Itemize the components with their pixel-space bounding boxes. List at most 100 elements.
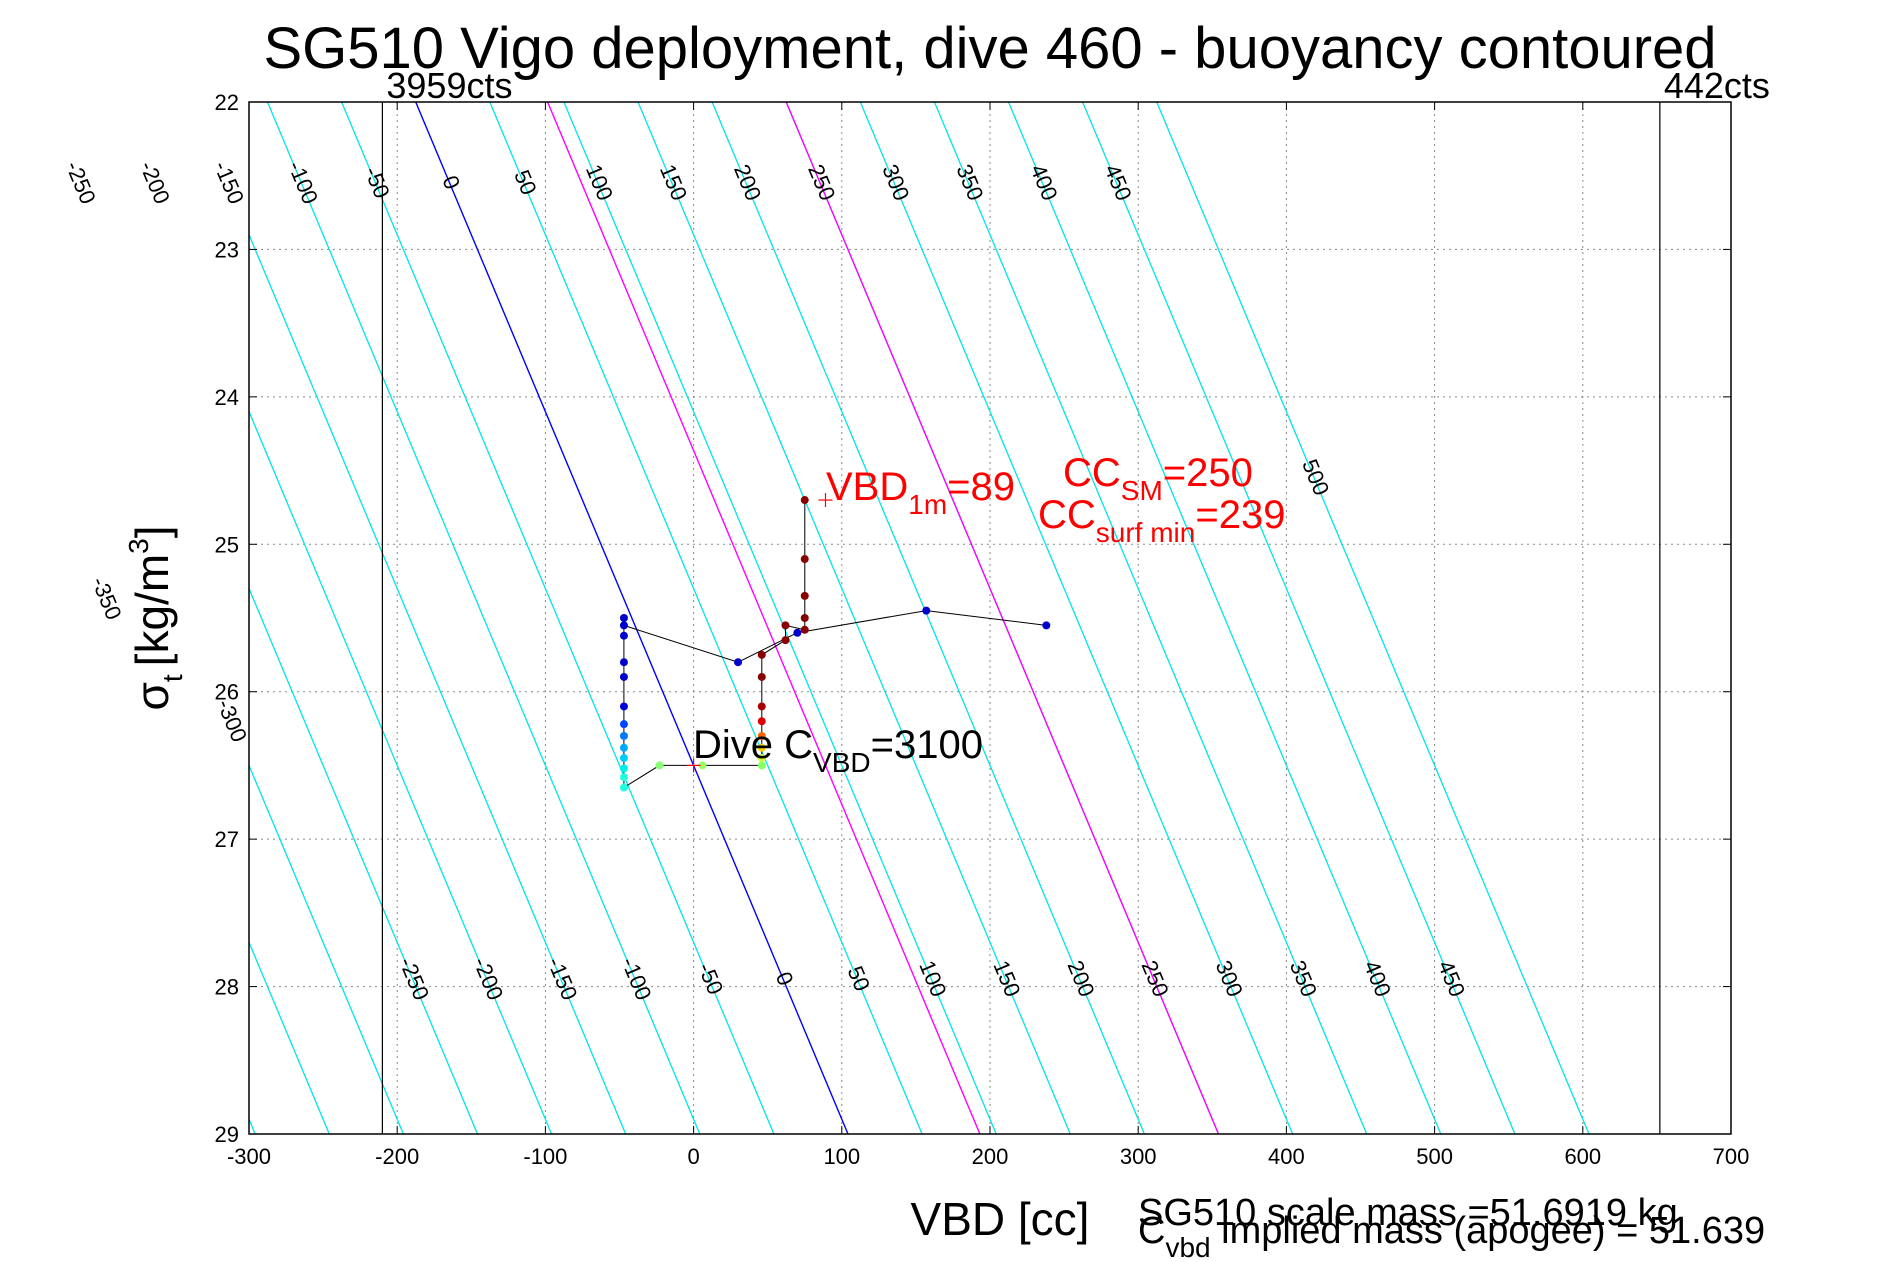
contour-line <box>249 763 404 1134</box>
x-tick-label: -200 <box>375 1144 419 1169</box>
axis-ticks: -300 -200 -100 0 100 200 300 400 500 600 700 22 23 24… <box>215 90 1750 1169</box>
trajectory-point <box>800 591 809 600</box>
x-tick-label: -100 <box>523 1144 567 1169</box>
trajectory-point <box>619 631 628 640</box>
vbd-1m-rest: =89 <box>947 465 1015 509</box>
y-tick-label: 23 <box>215 237 239 262</box>
contour-line <box>563 102 997 1134</box>
contour-line <box>341 102 775 1134</box>
y-tick-label: 25 <box>215 532 239 557</box>
y-label-symbol: σ <box>126 682 178 710</box>
trajectory-point <box>781 636 790 645</box>
cc-sm-annotation: CCSM=250 <box>1063 451 1253 506</box>
trajectory-point <box>1042 621 1051 630</box>
trajectory-point <box>757 672 766 681</box>
x-tick-label: 100 <box>823 1144 860 1169</box>
trajectory-point <box>698 761 707 770</box>
implied-mass-text: Cvbd implied mass (apogee) = 51.639 <box>1138 1210 1765 1262</box>
dive-cvbd-annotation: Dive CVBD=3100 <box>693 723 983 778</box>
contour-line <box>249 233 627 1134</box>
x-tick-label: -300 <box>227 1144 271 1169</box>
contour-line <box>489 102 923 1134</box>
contour-line <box>1007 102 1442 1134</box>
cc-surf-main: CC <box>1038 493 1096 537</box>
trajectory-point <box>619 702 628 711</box>
trajectory-point <box>619 720 628 729</box>
y-tick-label: 29 <box>215 1122 239 1147</box>
y-tick-label: 24 <box>215 385 239 410</box>
dive-cvbd-sub: VBD <box>813 747 871 778</box>
trajectory-point <box>800 625 809 634</box>
trajectory-point <box>619 621 628 630</box>
trajectory-point <box>781 621 790 630</box>
trajectory-point <box>757 702 766 711</box>
trajectory <box>619 496 1051 792</box>
y-label-sub: t <box>157 674 188 682</box>
y-label-sup: 3 <box>123 538 154 554</box>
count-limit-label: 3959cts <box>386 65 512 106</box>
trajectory-point <box>800 614 809 622</box>
trajectory-point <box>757 717 766 726</box>
trajectory-point <box>800 496 809 505</box>
contour-line <box>637 102 1071 1134</box>
x-tick-label: 400 <box>1268 1144 1305 1169</box>
count-limit-lines: 3959cts 442cts <box>381 65 1770 1134</box>
trajectory-point <box>619 754 628 763</box>
cc-sm-sub: SM <box>1121 475 1163 506</box>
implied-main: C <box>1138 1210 1165 1252</box>
buoyancy-contours <box>249 102 1590 1134</box>
y-axis-label: σt [kg/m3] <box>123 526 188 711</box>
trajectory-point <box>619 731 628 740</box>
contour-line-zero <box>415 102 849 1134</box>
implied-rest: implied mass (apogee) = 51.639 <box>1211 1210 1766 1252</box>
trajectory-point <box>619 658 628 667</box>
contour-line <box>1156 102 1590 1134</box>
chart-title: SG510 Vigo deployment, dive 460 - buoyan… <box>263 16 1716 81</box>
trajectory-point <box>757 743 766 752</box>
cc-sm-rest: =250 <box>1163 451 1253 495</box>
x-tick-label: 700 <box>1713 1144 1750 1169</box>
y-label-units: [kg/m <box>126 554 178 666</box>
x-axis-label: VBD [cc] <box>911 1193 1090 1245</box>
trajectory-point <box>757 731 766 740</box>
contour-line <box>1082 102 1516 1134</box>
x-tick-label: 300 <box>1120 1144 1157 1169</box>
x-tick-label: 500 <box>1416 1144 1453 1169</box>
cc-surf-annotation: CCsurf min=239 <box>1038 493 1285 548</box>
contour-line <box>933 102 1368 1134</box>
vbd-1m-sub: 1m <box>908 489 947 520</box>
scale-mass-text: SG510 scale mass =51.6919 kg <box>1138 1192 1678 1234</box>
trajectory-point <box>922 606 931 615</box>
contour-line <box>249 409 553 1134</box>
trajectory-point <box>619 764 628 773</box>
y-tick-label: 26 <box>215 680 239 705</box>
vbd-1m-main: VBD <box>826 465 908 509</box>
contour-line-magenta <box>785 102 1220 1134</box>
x-tick-label: 0 <box>687 1144 699 1169</box>
implied-sub: vbd <box>1165 1232 1210 1262</box>
contour-line <box>266 102 701 1134</box>
x-tick-label: 200 <box>972 1144 1009 1169</box>
cc-surf-rest: =239 <box>1195 493 1285 537</box>
y-tick-label: 27 <box>215 827 239 852</box>
markers <box>686 493 833 773</box>
dive-cvbd-rest: =3100 <box>871 723 983 767</box>
dive-cvbd-main: Dive C <box>693 723 813 767</box>
contour-line-magenta <box>546 102 981 1134</box>
cc-surf-sub: surf min <box>1096 517 1196 548</box>
y-label-close: ] <box>126 526 178 539</box>
contour-line <box>249 586 479 1134</box>
y-tick-label: 22 <box>215 90 239 115</box>
count-limit-label: 442cts <box>1664 65 1770 106</box>
trajectory-point <box>800 555 809 564</box>
trajectory-point <box>734 658 743 667</box>
trajectory-point <box>655 761 664 770</box>
trajectory-point <box>619 672 628 681</box>
contour-line <box>859 102 1294 1134</box>
trajectory-point <box>619 743 628 752</box>
x-tick-label: 600 <box>1564 1144 1601 1169</box>
trajectory-point <box>619 773 628 782</box>
cc-sm-main: CC <box>1063 451 1121 495</box>
contour-line <box>249 940 330 1134</box>
